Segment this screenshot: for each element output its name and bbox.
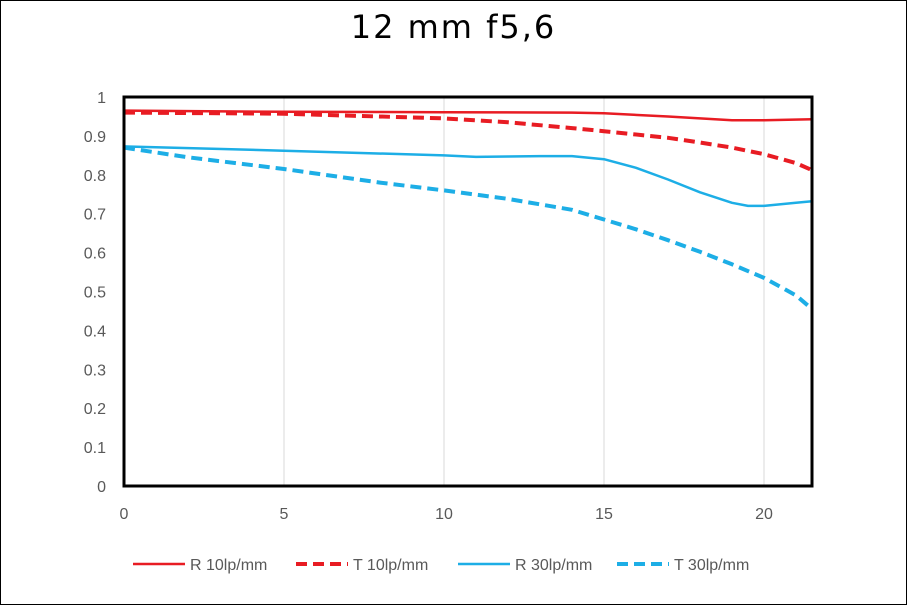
y-tick-label: 0.4	[84, 323, 106, 340]
y-tick-label: 0.9	[84, 129, 106, 146]
y-tick-label: 0.6	[84, 246, 106, 263]
series-line-t-10lp-mm	[123, 110, 813, 172]
series-line-r-30lp-mm	[123, 145, 813, 208]
x-tick-label: 15	[595, 506, 613, 523]
series-line-r-10lp-mm	[123, 109, 813, 122]
legend: R 10lp/mm T 10lp/mm R 30lp/mm T 30lp/mm	[133, 557, 749, 574]
x-tick-label: 5	[280, 506, 289, 523]
y-tick-label: 0.1	[84, 440, 106, 457]
series-lines	[123, 109, 814, 311]
grid-lines	[283, 97, 765, 486]
legend-label: R 10lp/mm	[190, 557, 267, 574]
y-tick-label: 0.5	[84, 285, 106, 302]
y-tick-label: 1	[97, 90, 106, 107]
x-tick-label: 10	[435, 506, 453, 523]
chart-title: 12 mm f5,6	[350, 8, 557, 46]
y-tick-label: 0	[97, 479, 106, 496]
y-tick-label: 0.7	[84, 207, 106, 224]
y-tick-label: 0.2	[84, 401, 106, 418]
x-axis-ticks: 0 5 10 15 20	[120, 506, 773, 523]
legend-label: R 30lp/mm	[515, 557, 592, 574]
legend-label: T 10lp/mm	[353, 557, 428, 574]
x-tick-label: 20	[755, 506, 773, 523]
y-axis-ticks: 0 0.1 0.2 0.3 0.4 0.5 0.6 0.7 0.8 0.9 1	[84, 90, 106, 496]
y-tick-label: 0.8	[84, 168, 106, 185]
plot-area-border	[122, 95, 814, 488]
y-tick-label: 0.3	[84, 362, 106, 379]
legend-label: T 30lp/mm	[674, 557, 749, 574]
series-line-t-30lp-mm	[123, 145, 814, 311]
x-tick-label: 0	[120, 506, 129, 523]
